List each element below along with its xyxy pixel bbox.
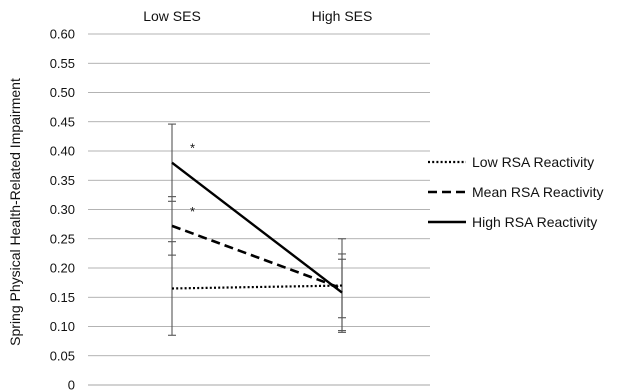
y-axis-ticks: 0 0.05 0.10 0.15 0.20 0.25 0.30 0.35 0.40 0.45 0.5… — [50, 27, 75, 391]
category-label: Low SES — [143, 8, 201, 24]
y-tick-label: 0.50 — [50, 85, 75, 100]
significance-marker: * — [190, 141, 195, 156]
y-tick-label: 0.05 — [50, 348, 75, 363]
y-tick-label: 0.35 — [50, 173, 75, 188]
y-tick-label: 0.10 — [50, 319, 75, 334]
legend-label: Low RSA Reactivity — [472, 154, 594, 170]
x-category-labels: Low SES High SES — [143, 8, 372, 24]
series-line — [171, 224, 343, 290]
y-tick-label: 0.45 — [50, 114, 75, 129]
y-tick-label: 0.15 — [50, 290, 75, 305]
significance-marker: * — [190, 204, 195, 219]
y-tick-label: 0.40 — [50, 144, 75, 159]
y-tick-label: 0.20 — [50, 261, 75, 276]
grid-lines — [88, 33, 430, 386]
y-tick-label: 0.60 — [50, 27, 75, 42]
y-axis-label: Spring Physical Health-Related Impairmen… — [7, 78, 23, 346]
category-label: High SES — [312, 8, 373, 24]
series-line — [171, 284, 343, 290]
y-tick-label: 0 — [68, 378, 75, 391]
series-lines — [171, 161, 343, 294]
significance-annotations: ** — [190, 141, 195, 219]
legend-label: High RSA Reactivity — [472, 214, 597, 230]
error-bars — [168, 123, 346, 336]
y-tick-label: 0.55 — [50, 56, 75, 71]
y-tick-label: 0.30 — [50, 202, 75, 217]
y-tick-label: 0.25 — [50, 231, 75, 246]
legend-label: Mean RSA Reactivity — [472, 184, 604, 200]
series-line — [171, 161, 343, 294]
legend: Low RSA Reactivity Mean RSA Reactivity Hig… — [428, 154, 604, 230]
